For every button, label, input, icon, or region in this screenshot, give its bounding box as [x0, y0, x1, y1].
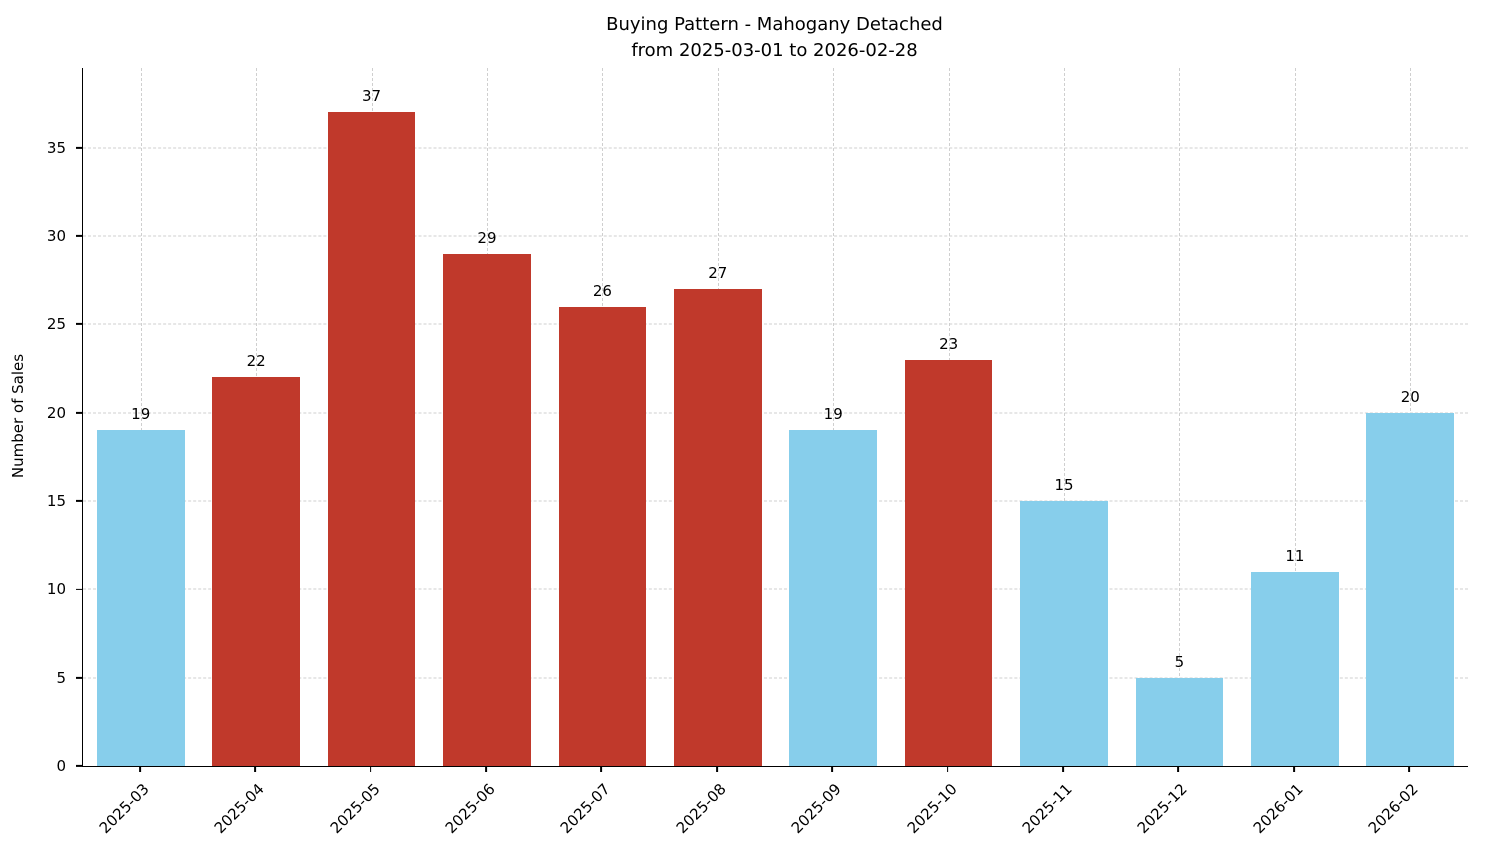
x-tick-mark: [485, 766, 487, 772]
bar-value-label: 27: [708, 263, 728, 282]
bar-value-label: 29: [477, 228, 497, 247]
x-tick-label-2025-05: 2025-05: [326, 780, 384, 838]
bar-value-label: 15: [1054, 475, 1074, 494]
y-tick-label: 5: [56, 668, 66, 687]
y-tick-mark: [76, 234, 82, 237]
chart-title-line1: Buying Pattern - Mahogany Detached: [606, 14, 943, 35]
x-tick-mark: [138, 766, 141, 772]
bar-2025-10: [904, 359, 993, 766]
bar-value-label: 23: [939, 334, 959, 353]
bar-2025-04: [212, 377, 300, 766]
x-tick-mark: [946, 766, 949, 772]
x-tick-mark: [1408, 766, 1411, 772]
x-tick-label-2025-12: 2025-12: [1134, 780, 1192, 838]
y-tick-mark: [76, 146, 82, 149]
x-tick-mark: [254, 766, 257, 772]
x-tick-label-2026-02: 2026-02: [1364, 780, 1423, 838]
gridline-horizontal: [83, 147, 1468, 149]
bar-value-label: 22: [246, 352, 266, 371]
x-tick-label-2025-03: 2025-03: [95, 780, 153, 838]
y-tick-mark: [76, 588, 82, 591]
chart-title: Buying Pattern - Mahogany Detached from …: [82, 12, 1467, 64]
x-tick-label-2025-09: 2025-09: [787, 780, 845, 838]
gridline-horizontal: [83, 412, 1468, 414]
bar-2025-12: [1135, 677, 1224, 766]
y-tick-mark: [76, 323, 82, 326]
bar-2025-05: [327, 112, 416, 766]
x-tick-label-2025-11: 2025-11: [1018, 780, 1076, 838]
x-tick-label-2025-08: 2025-08: [672, 780, 730, 838]
gridline-horizontal: [83, 677, 1468, 679]
bar-value-label: 26: [592, 281, 612, 300]
x-tick-mark: [831, 766, 834, 772]
x-tick-mark: [1177, 766, 1180, 772]
bar-value-label: 37: [361, 87, 382, 106]
x-tick-label-2025-06: 2025-06: [441, 780, 499, 838]
bar-value-label: 20: [1400, 387, 1420, 406]
y-tick-label: 15: [46, 491, 66, 510]
y-tick-label: 30: [46, 226, 66, 245]
x-tick-mark: [1292, 766, 1295, 772]
y-tick-mark: [76, 765, 82, 767]
y-axis: 0 5 10 15 20 25 30 35: [0, 68, 82, 775]
y-tick-label: 35: [46, 138, 66, 157]
bar-value-label: 19: [823, 405, 843, 424]
bar-2025-07: [558, 306, 647, 766]
y-tick-mark: [76, 411, 82, 414]
gridline-horizontal: [83, 323, 1468, 325]
x-tick-mark: [369, 766, 372, 772]
bar-2026-02: [1366, 412, 1455, 766]
bar-2025-09: [789, 430, 878, 766]
bar-value-label: 5: [1174, 652, 1185, 671]
y-tick-label: 10: [46, 580, 66, 599]
gridline-vertical: [833, 68, 835, 766]
gridline-vertical: [140, 68, 142, 766]
y-tick-mark: [76, 676, 82, 679]
bar-value-label: 19: [131, 405, 151, 424]
gridline-horizontal: [83, 500, 1468, 502]
gridline-vertical: [1179, 68, 1181, 766]
y-tick-label: 25: [46, 315, 66, 334]
bar-2025-08: [673, 288, 762, 766]
chart-title-line2: from 2025-03-01 to 2026-02-28: [631, 40, 918, 61]
gridline-vertical: [1064, 68, 1066, 766]
y-tick-mark: [76, 500, 82, 502]
y-tick-label: 20: [46, 403, 66, 422]
bar-2025-06: [443, 253, 531, 766]
bar-value-label: 11: [1285, 546, 1305, 565]
x-tick-label-2025-10: 2025-10: [903, 780, 961, 838]
plot-area: 19 22 37 29 26 27 19 23 15 5 11 20: [82, 68, 1468, 767]
bar-2026-01: [1251, 571, 1339, 766]
x-tick-label-2026-01: 2026-01: [1249, 780, 1307, 838]
bar-2025-11: [1020, 500, 1108, 766]
x-tick-mark: [600, 766, 603, 772]
y-tick-label: 0: [56, 757, 66, 775]
x-tick-label-2025-04: 2025-04: [210, 780, 268, 838]
x-axis: 2025-03 2025-04 2025-05 2025-06 2025-07 2025-…: [82, 766, 1467, 863]
gridline-vertical: [1294, 68, 1296, 766]
x-tick-label-2025-07: 2025-07: [557, 780, 615, 838]
gridline-horizontal: [83, 588, 1468, 590]
x-tick-mark: [1062, 766, 1064, 772]
bar-2025-03: [96, 430, 185, 766]
x-tick-mark: [715, 766, 718, 772]
gridline-horizontal: [83, 235, 1468, 237]
